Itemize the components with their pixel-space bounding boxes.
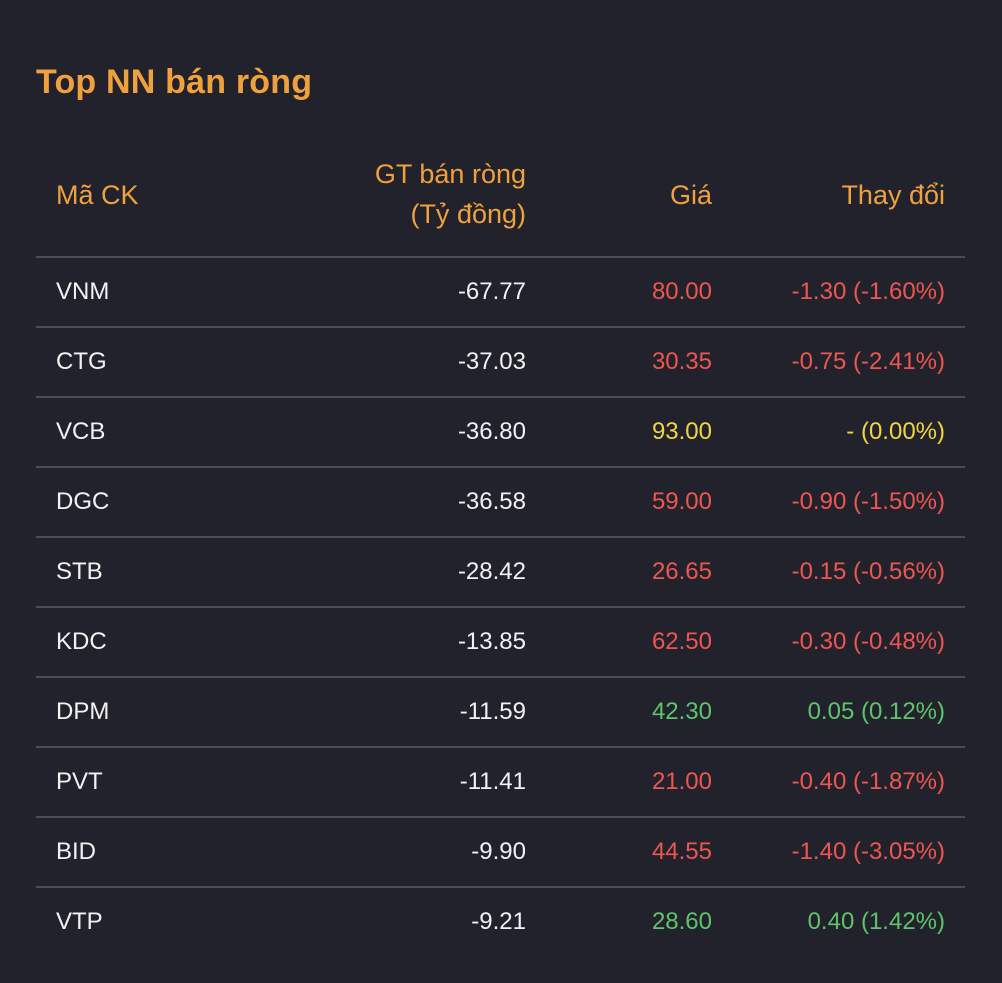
stock-code[interactable]: BID (56, 838, 97, 865)
price-change: -0.30 (-0.48%) (791, 628, 945, 655)
stock-code[interactable]: DGC (56, 488, 110, 515)
table-row[interactable]: STB -28.42 26.65 -0.15 (-0.56%) (36, 538, 965, 608)
net-sell-value: -13.85 (457, 628, 526, 655)
table-row[interactable]: VCB -36.80 93.00 - (0.00%) (36, 398, 965, 468)
stock-code[interactable]: VCB (56, 418, 106, 445)
stock-code[interactable]: VTP (56, 908, 103, 935)
stock-code[interactable]: STB (56, 558, 103, 585)
net-sell-value: -36.58 (457, 488, 526, 515)
stock-code[interactable]: CTG (56, 348, 107, 375)
panel-title: Top NN bán ròng (36, 63, 313, 101)
price-change: -1.30 (-1.60%) (791, 278, 945, 305)
table-body: VNM -67.77 80.00 -1.30 (-1.60%) CTG -37.… (36, 258, 965, 958)
price-change: - (0.00%) (846, 418, 945, 445)
price: 44.55 (651, 838, 712, 865)
net-sell-value: -67.77 (457, 278, 526, 305)
price-change: 0.40 (1.42%) (807, 908, 945, 935)
net-sell-value: -36.80 (457, 418, 526, 445)
table-header: Mã CK GT bán ròng (Tỷ đồng) Giá Thay đổi (36, 148, 965, 258)
price: 26.65 (651, 558, 712, 585)
table-row[interactable]: CTG -37.03 30.35 -0.75 (-2.41%) (36, 328, 965, 398)
price: 28.60 (651, 908, 712, 935)
table-row[interactable]: VNM -67.77 80.00 -1.30 (-1.60%) (36, 258, 965, 328)
table-row[interactable]: VTP -9.21 28.60 0.40 (1.42%) (36, 888, 965, 958)
table-row[interactable]: KDC -13.85 62.50 -0.30 (-0.48%) (36, 608, 965, 678)
price: 21.00 (651, 768, 712, 795)
price-change: -0.75 (-2.41%) (791, 348, 945, 375)
table-row[interactable]: BID -9.90 44.55 -1.40 (-3.05%) (36, 818, 965, 888)
price: 93.00 (651, 418, 712, 445)
price-change: -0.15 (-0.56%) (791, 558, 945, 585)
price: 59.00 (651, 488, 712, 515)
price: 80.00 (651, 278, 712, 305)
column-header-price: Giá (669, 180, 712, 210)
table-row[interactable]: PVT -11.41 21.00 -0.40 (-1.87%) (36, 748, 965, 818)
price-change: -1.40 (-3.05%) (791, 838, 945, 865)
price: 42.30 (651, 698, 712, 725)
price: 30.35 (651, 348, 712, 375)
net-sell-value: -11.41 (459, 768, 526, 795)
net-sell-value: -37.03 (457, 348, 526, 375)
net-sell-value: -9.90 (471, 838, 526, 865)
stock-code[interactable]: KDC (56, 628, 107, 655)
price-change: -0.90 (-1.50%) (791, 488, 945, 515)
net-sell-value: -11.59 (459, 698, 526, 725)
column-header-net-sell-value-line2: (Tỷ đồng) (410, 199, 526, 229)
column-header-net-sell-value-line1: GT bán ròng (374, 159, 526, 189)
net-sell-value: -28.42 (457, 558, 526, 585)
stock-code[interactable]: DPM (56, 698, 110, 725)
stock-code[interactable]: VNM (56, 278, 110, 305)
column-header-net-sell-value: GT bán ròng (Tỷ đồng) (375, 154, 526, 234)
stock-code[interactable]: PVT (56, 768, 103, 795)
price-change: -0.40 (-1.87%) (791, 768, 945, 795)
table-row[interactable]: DPM -11.59 42.30 0.05 (0.12%) (36, 678, 965, 748)
column-header-change: Thay đổi (841, 180, 945, 210)
net-sell-value: -9.21 (471, 908, 526, 935)
column-header-code: Mã CK (56, 180, 139, 210)
price: 62.50 (651, 628, 712, 655)
table-row[interactable]: DGC -36.58 59.00 -0.90 (-1.50%) (36, 468, 965, 538)
net-sell-table: Mã CK GT bán ròng (Tỷ đồng) Giá Thay đổi… (36, 148, 965, 958)
price-change: 0.05 (0.12%) (807, 698, 945, 725)
